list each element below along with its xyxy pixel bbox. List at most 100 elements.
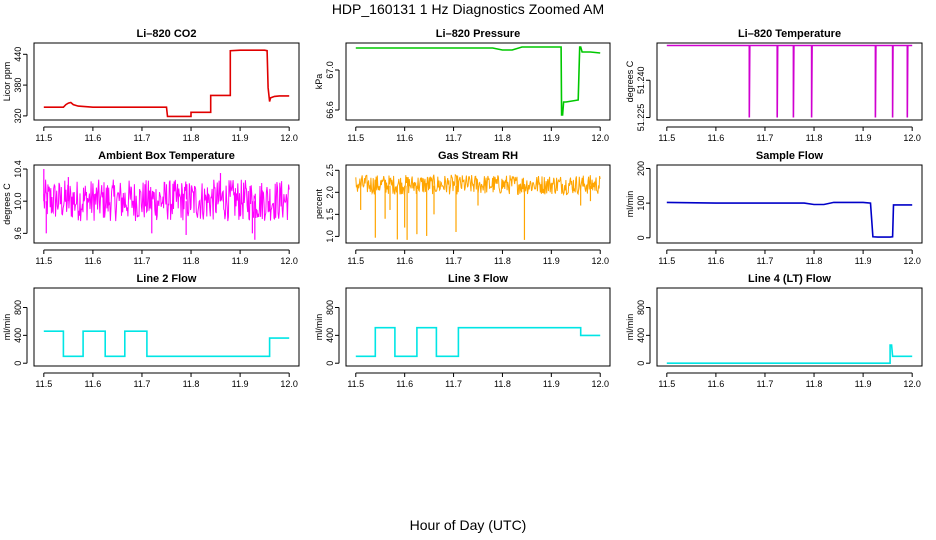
panel-frame	[345, 287, 611, 367]
x-tick-label: 11.7	[757, 256, 774, 266]
x-tick-label: 11.9	[232, 133, 249, 143]
x-tick-label: 11.5	[35, 256, 52, 266]
panel-title: Gas Stream RH	[438, 150, 518, 162]
y-axis-label: degrees C	[2, 183, 12, 225]
series-line	[666, 44, 913, 118]
x-tick-label: 11.6	[396, 133, 413, 143]
y-tick-label: 0	[325, 361, 335, 366]
y-tick-label: 100	[636, 196, 646, 211]
series-line	[666, 344, 913, 364]
y-tick-label: 800	[325, 300, 335, 315]
x-tick-label: 11.5	[35, 379, 52, 389]
x-tick-label: 11.5	[347, 256, 364, 266]
y-axis-label: kPa	[314, 74, 324, 90]
x-tick-label: 11.9	[543, 379, 560, 389]
x-tick-label: 11.7	[757, 133, 774, 143]
panel-frame	[33, 42, 300, 121]
y-axis-label: ml/min	[625, 191, 635, 218]
x-tick-label: 11.7	[134, 133, 151, 143]
y-tick-label: 800	[636, 300, 646, 315]
y-tick-label: 1.0	[325, 230, 335, 243]
panel-title: Li–820 Pressure	[436, 28, 520, 40]
x-tick-label: 11.5	[658, 256, 675, 266]
panel-frame	[656, 42, 923, 121]
y-tick-label: 51.240	[636, 66, 646, 94]
x-tick-label: 12.0	[903, 133, 921, 143]
y-axis-label: ml/min	[2, 314, 12, 341]
x-tick-label: 12.0	[903, 379, 921, 389]
x-tick-label: 11.6	[707, 256, 724, 266]
series-line	[355, 326, 601, 358]
y-tick-label: 400	[13, 328, 23, 343]
panel-title: Li–820 CO2	[137, 28, 197, 40]
x-tick-label: 11.7	[445, 256, 462, 266]
panel-title: Line 4 (LT) Flow	[748, 273, 831, 285]
y-axis-label: Licor ppm	[2, 62, 12, 102]
panel-title: Ambient Box Temperature	[98, 150, 235, 162]
x-tick-label: 11.6	[84, 379, 101, 389]
panel-title: Line 2 Flow	[137, 273, 197, 285]
y-tick-label: 0	[636, 361, 646, 366]
y-tick-label: 380	[13, 78, 23, 93]
x-tick-label: 11.6	[396, 379, 413, 389]
panel-frame	[33, 287, 300, 367]
series-line	[43, 49, 290, 118]
panel-co2: Li–820 CO2 11.5 11.6 11.7 11.8 11.9 12.0 320 380…	[2, 28, 300, 143]
panel-title: Sample Flow	[756, 150, 824, 162]
x-tick-label: 12.0	[280, 133, 298, 143]
series-line	[43, 330, 290, 358]
y-axis-label: percent	[314, 188, 324, 219]
series-noise	[43, 179, 290, 222]
panel-line2: Line 2 Flow 11.5 11.6 11.7 11.8 11.9 12.0 0 400 8…	[2, 273, 300, 389]
x-tick-label: 11.9	[232, 379, 249, 389]
panel-frame	[345, 164, 611, 244]
panel-title: Line 3 Flow	[448, 273, 508, 285]
panel-frame	[33, 164, 300, 244]
x-tick-label: 11.5	[347, 133, 364, 143]
panel-pressure: Li–820 Pressure 11.5 11.6 11.7 11.8 11.9 12.0 6…	[314, 28, 611, 143]
x-tick-label: 11.7	[445, 379, 462, 389]
x-tick-label: 12.0	[280, 379, 298, 389]
y-tick-label: 400	[636, 328, 646, 343]
x-tick-label: 11.9	[855, 256, 872, 266]
y-tick-label: 9.6	[13, 227, 23, 240]
x-tick-label: 11.5	[658, 379, 675, 389]
series-line	[355, 46, 601, 116]
y-axis-label: degrees C	[625, 60, 635, 102]
y-axis-label: ml/min	[625, 314, 635, 341]
x-tick-label: 11.8	[183, 133, 200, 143]
x-tick-label: 12.0	[591, 133, 609, 143]
y-tick-label: 0	[636, 235, 646, 240]
panel-title: Li–820 Temperature	[738, 28, 841, 40]
y-tick-label: 440	[13, 47, 23, 62]
x-tick-label: 11.7	[134, 256, 151, 266]
y-tick-label: 2.5	[325, 164, 335, 177]
y-tick-label: 1.5	[325, 208, 335, 221]
x-tick-label: 11.7	[134, 379, 151, 389]
x-tick-label: 11.8	[806, 256, 823, 266]
x-tick-label: 12.0	[591, 256, 609, 266]
y-tick-label: 67.0	[325, 61, 335, 79]
x-tick-label: 11.5	[35, 133, 52, 143]
panel-licor_temp: Li–820 Temperature 11.5 11.6 11.7 11.8 11.9 12…	[625, 28, 923, 143]
x-tick-label: 11.8	[183, 256, 200, 266]
y-tick-label: 10.4	[13, 160, 23, 178]
y-tick-label: 66.6	[325, 101, 335, 119]
x-tick-label: 11.7	[757, 379, 774, 389]
y-tick-label: 320	[13, 108, 23, 123]
x-tick-label: 11.6	[396, 256, 413, 266]
x-tick-label: 11.9	[543, 133, 560, 143]
x-tick-label: 11.8	[806, 379, 823, 389]
x-tick-label: 12.0	[280, 256, 298, 266]
y-tick-label: 0	[13, 361, 23, 366]
x-tick-label: 11.6	[84, 256, 101, 266]
x-tick-label: 12.0	[591, 379, 609, 389]
panel-line3: Line 3 Flow 11.5 11.6 11.7 11.8 11.9 12.0 0 400 8…	[314, 273, 611, 389]
panel-frame	[656, 164, 923, 244]
page-title: HDP_160131 1 Hz Diagnostics Zoomed AM	[331, 1, 605, 17]
x-tick-label: 12.0	[903, 256, 921, 266]
x-tick-label: 11.8	[183, 379, 200, 389]
x-tick-label: 11.6	[707, 133, 724, 143]
y-tick-label: 2.0	[325, 186, 335, 199]
